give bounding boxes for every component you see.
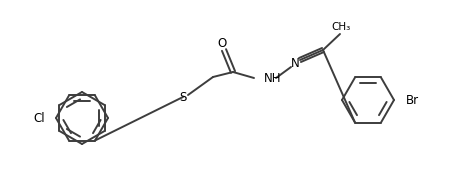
Text: Br: Br — [405, 93, 418, 107]
Text: S: S — [179, 91, 186, 103]
Text: Cl: Cl — [33, 112, 45, 125]
Text: CH₃: CH₃ — [331, 22, 350, 32]
Text: NH: NH — [263, 71, 281, 84]
Text: N: N — [290, 57, 299, 69]
Text: O: O — [217, 37, 226, 50]
